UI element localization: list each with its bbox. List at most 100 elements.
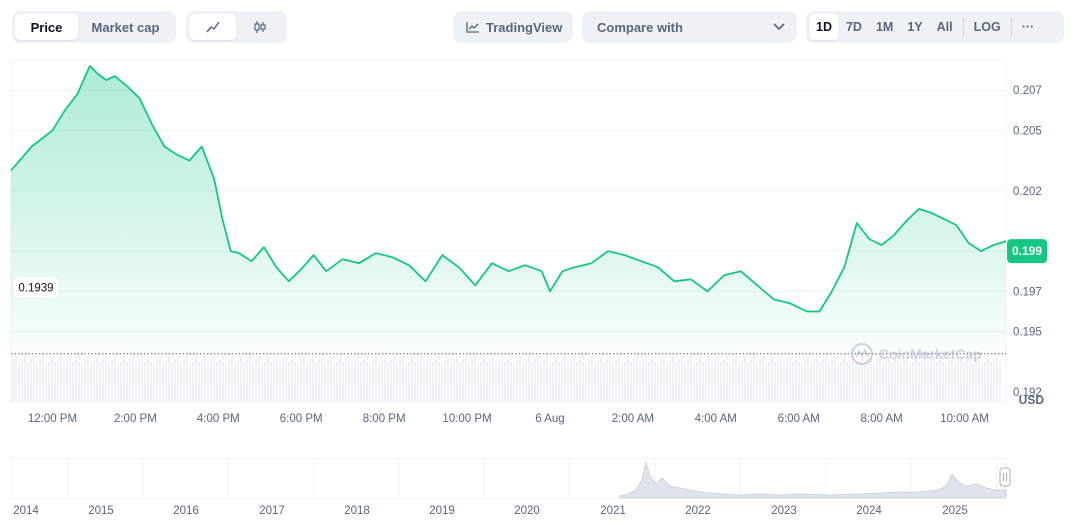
compare-with-label: Compare with bbox=[597, 19, 683, 35]
volume-bar bbox=[573, 356, 575, 402]
volume-bar bbox=[165, 359, 167, 402]
tab-market-cap[interactable]: Market cap bbox=[91, 19, 160, 35]
volume-bar bbox=[861, 356, 863, 402]
volume-bar bbox=[900, 362, 902, 402]
volume-bar bbox=[393, 356, 395, 402]
volume-bar bbox=[156, 359, 158, 402]
volume-bar bbox=[774, 362, 776, 402]
range-navigator[interactable]: 2014 2015 2016 2017 2018 2019 2020 2021 2022 2023… bbox=[0, 450, 1078, 523]
volume-bar bbox=[129, 359, 131, 402]
volume-bar bbox=[609, 356, 611, 402]
volume-bar bbox=[642, 359, 644, 402]
volume-bar bbox=[378, 362, 380, 402]
tradingview-label: TradingView bbox=[486, 19, 563, 35]
volume-bar bbox=[270, 362, 272, 402]
volume-bar bbox=[633, 359, 635, 402]
volume-bar bbox=[381, 359, 383, 402]
volume-bar bbox=[207, 362, 209, 402]
volume-bar bbox=[606, 359, 608, 402]
range-7d[interactable]: 7D bbox=[845, 20, 862, 34]
price-area bbox=[11, 66, 1006, 354]
volume-bar bbox=[705, 359, 707, 402]
volume-bar bbox=[498, 359, 500, 402]
volume-bar bbox=[375, 356, 377, 402]
compare-with-dropdown[interactable]: Compare with bbox=[582, 11, 797, 43]
volume-bar bbox=[117, 362, 119, 402]
volume-bar bbox=[18, 362, 20, 402]
volume-bar bbox=[996, 356, 998, 402]
volume-bar bbox=[903, 359, 905, 402]
volume-bar bbox=[768, 359, 770, 402]
volume-bar bbox=[675, 362, 677, 402]
tradingview-button[interactable]: TradingView bbox=[453, 11, 573, 43]
x-tick-label: 2:00 AM bbox=[612, 413, 654, 425]
x-tick-label: 6 Aug bbox=[535, 413, 564, 425]
range-1d[interactable]: 1D bbox=[809, 14, 839, 40]
time-range-toggle: 1D 7D 1M 1Y All LOG ··· bbox=[806, 11, 1064, 43]
volume-bar bbox=[90, 362, 92, 402]
volume-bar bbox=[267, 356, 269, 402]
navigator-handle[interactable] bbox=[999, 467, 1011, 487]
volume-bar bbox=[162, 362, 164, 402]
navigator-year-label: 2021 bbox=[600, 505, 626, 517]
volume-bar bbox=[387, 362, 389, 402]
volume-bar bbox=[591, 356, 593, 402]
more-options-button[interactable]: ··· bbox=[1021, 20, 1035, 34]
volume-bar bbox=[60, 356, 62, 402]
volume-bar bbox=[669, 359, 671, 402]
candlestick-button[interactable] bbox=[236, 14, 283, 40]
volume-bar bbox=[453, 359, 455, 402]
chevron-down-icon bbox=[773, 23, 785, 31]
navigator-year-label: 2020 bbox=[514, 505, 540, 517]
volume-bar bbox=[717, 356, 719, 402]
range-all[interactable]: All bbox=[936, 20, 953, 34]
volume-bar bbox=[183, 359, 185, 402]
volume-bar bbox=[822, 359, 824, 402]
volume-bar bbox=[657, 362, 659, 402]
volume-bar bbox=[843, 356, 845, 402]
volume-bar bbox=[654, 356, 656, 402]
volume-bar bbox=[477, 362, 479, 402]
volume-bar bbox=[420, 356, 422, 402]
volume-bar bbox=[639, 362, 641, 402]
range-1y[interactable]: 1Y bbox=[907, 20, 923, 34]
volume-bar bbox=[51, 356, 53, 402]
volume-bar bbox=[672, 356, 674, 402]
range-1m[interactable]: 1M bbox=[875, 20, 894, 34]
log-scale-button[interactable]: LOG bbox=[973, 20, 1001, 34]
navigator-year-label: 2014 bbox=[13, 505, 39, 517]
volume-bar bbox=[429, 356, 431, 402]
volume-bar bbox=[297, 362, 299, 402]
volume-bar bbox=[813, 359, 815, 402]
volume-bar bbox=[720, 362, 722, 402]
price-chart[interactable]: 0.207 0.205 0.202 0.199 0.197 0.195 0.192 12:0… bbox=[0, 55, 1078, 440]
tab-price[interactable]: Price bbox=[15, 14, 78, 40]
volume-bar bbox=[234, 362, 236, 402]
volume-bar bbox=[435, 359, 437, 402]
y-tick-label: 0.192 bbox=[1013, 387, 1042, 399]
navigator-year-label: 2015 bbox=[88, 505, 114, 517]
volume-bar bbox=[309, 359, 311, 402]
volume-bar bbox=[792, 362, 794, 402]
volume-bar bbox=[921, 359, 923, 402]
volume-bar bbox=[411, 356, 413, 402]
price-line bbox=[10, 65, 1007, 313]
volume-bar bbox=[261, 362, 263, 402]
chart-type-toggle bbox=[186, 11, 287, 43]
volume-bar bbox=[126, 362, 128, 402]
volume-bar bbox=[63, 362, 65, 402]
volume-bar bbox=[714, 359, 716, 402]
volume-bar bbox=[132, 356, 134, 402]
volume-bar bbox=[480, 359, 482, 402]
volume-bar bbox=[981, 362, 983, 402]
volume-bar bbox=[969, 356, 971, 402]
volume-bar bbox=[231, 356, 233, 402]
volume-bar bbox=[24, 356, 26, 402]
volume-bar bbox=[942, 356, 944, 402]
volume-bar bbox=[747, 362, 749, 402]
x-axis-labels: 12:00 PM 2:00 PM 4:00 PM 6:00 PM 8:00 PM 10:0… bbox=[28, 413, 989, 425]
line-chart-button[interactable] bbox=[189, 14, 236, 40]
y-tick-label: 0.205 bbox=[1013, 125, 1042, 137]
x-tick-label: 8:00 AM bbox=[861, 413, 903, 425]
volume-bar bbox=[168, 356, 170, 402]
